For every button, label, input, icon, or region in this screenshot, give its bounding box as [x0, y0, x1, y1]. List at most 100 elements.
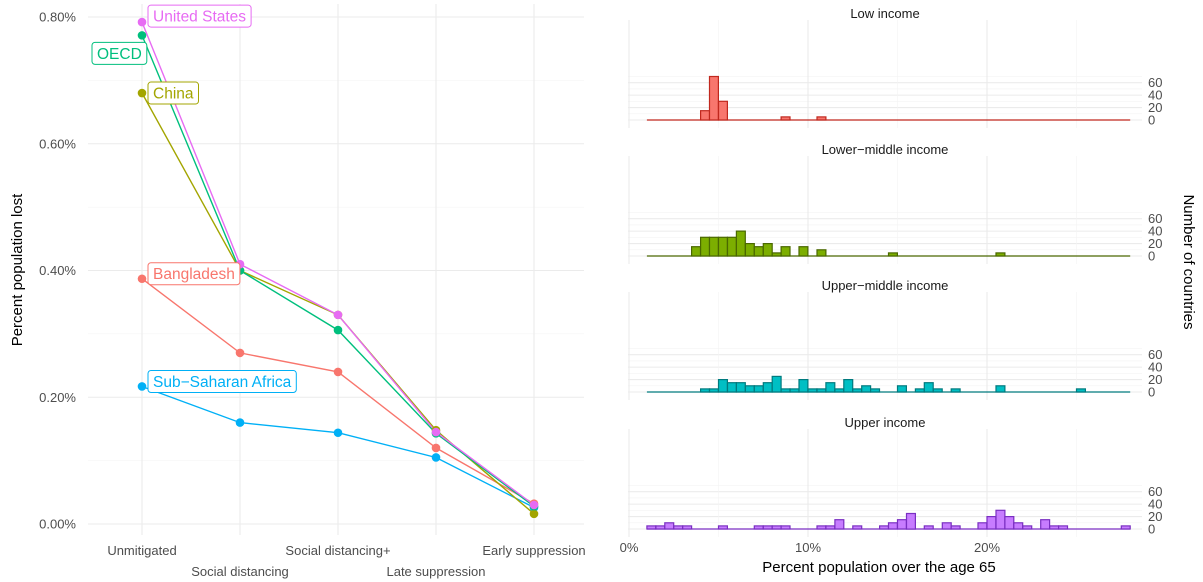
series-point-sub-saharan-africa — [432, 453, 441, 462]
histogram-y-axis-label: Number of countries — [1180, 194, 1197, 329]
facet-title: Lower−middle income — [822, 142, 949, 157]
histogram-bar — [781, 247, 790, 256]
histogram-bar — [772, 376, 781, 392]
histogram-bar — [710, 237, 719, 256]
series-point-bangladesh — [236, 349, 245, 358]
histogram-bar — [772, 253, 781, 256]
histogram-bar — [996, 386, 1005, 392]
histogram-bar — [728, 237, 737, 256]
histogram-bar — [763, 383, 772, 392]
histogram-x-tick-label: 0% — [620, 540, 639, 555]
direct-label-text: Sub−Saharan Africa — [153, 374, 292, 391]
histogram-bar — [701, 237, 710, 256]
histogram-x-tick-label: 20% — [974, 540, 1000, 555]
histogram-bar — [710, 77, 719, 121]
line-chart-y-tick-label: 0.60% — [39, 136, 76, 151]
histogram-bar — [826, 526, 835, 529]
direct-label-china: China — [148, 82, 199, 104]
facet-upper-income: Upper income0204060 — [628, 415, 1162, 537]
histogram-bar — [665, 523, 674, 529]
series-point-oecd — [138, 31, 147, 40]
histogram-bar — [880, 526, 889, 529]
histogram-bar — [790, 389, 799, 392]
histogram-bar — [754, 526, 763, 529]
series-point-bangladesh — [138, 274, 147, 283]
histogram-bar — [781, 389, 790, 392]
histogram-bar — [817, 250, 826, 256]
histogram-bar — [647, 526, 656, 529]
histogram-bar — [844, 380, 853, 392]
histogram-bar — [907, 514, 916, 530]
histogram-bar — [889, 523, 898, 529]
direct-label-text: China — [153, 86, 194, 103]
histogram-bar — [763, 244, 772, 256]
histogram-bar — [701, 111, 710, 120]
histogram-bar — [781, 526, 790, 529]
histogram-bar — [1059, 526, 1068, 529]
line-chart-x-ticks: UnmitigatedSocial distancingSocial dista… — [107, 543, 585, 579]
histogram-bar — [719, 237, 728, 256]
histogram-bar — [987, 517, 996, 529]
histogram-bar — [924, 383, 933, 392]
series-point-united-states — [432, 428, 441, 437]
histogram-bar — [799, 247, 808, 256]
series-point-bangladesh — [334, 368, 343, 377]
histogram-bar — [736, 383, 745, 392]
histogram-bar — [763, 526, 772, 529]
direct-label-sub-saharan-africa: Sub−Saharan Africa — [148, 370, 296, 392]
direct-label-bangladesh: Bangladesh — [148, 263, 240, 285]
facet-y-tick-label: 60 — [1148, 75, 1162, 90]
line-chart-y-tick-label: 0.20% — [39, 390, 76, 405]
histogram-bar — [772, 526, 781, 529]
line-chart-y-tick-label: 0.80% — [39, 10, 76, 25]
histogram-bar — [817, 117, 826, 120]
series-point-china — [530, 510, 539, 519]
histogram-bar — [1121, 526, 1130, 529]
histogram-bar — [817, 389, 826, 392]
direct-label-united-states: United States — [148, 5, 251, 27]
histogram-bar — [781, 117, 790, 120]
histogram-bar — [853, 389, 862, 392]
direct-label-text: OECD — [97, 46, 142, 63]
histogram-bar — [853, 526, 862, 529]
line-chart-x-tick-label: Social distancing — [191, 564, 289, 579]
line-chart-direct-labels: United States OECD China Bangladesh Sub−Saha… — [92, 5, 296, 392]
histogram-bar — [674, 526, 683, 529]
series-point-oecd — [334, 326, 343, 335]
histogram-bar — [754, 247, 763, 256]
histogram-bar — [898, 520, 907, 529]
histogram-bar — [728, 383, 737, 392]
series-point-united-states — [138, 18, 147, 27]
histogram-bar — [1041, 520, 1050, 529]
histogram-x-axis-label: Percent population over the age 65 — [762, 559, 996, 576]
histogram-bar — [799, 380, 808, 392]
histogram-bar — [719, 101, 728, 120]
line-chart-y-tick-label: 0.40% — [39, 263, 76, 278]
histogram-bar — [1014, 523, 1023, 529]
histogram-bar — [719, 380, 728, 392]
line-chart-x-tick-label: Early suppression — [482, 543, 585, 558]
histogram-bar — [898, 386, 907, 392]
histogram-bar — [924, 526, 933, 529]
histogram-bar — [889, 253, 898, 256]
histogram-bar — [710, 389, 719, 392]
series-point-bangladesh — [432, 444, 441, 453]
histogram-bar — [754, 386, 763, 392]
histogram-bar — [835, 389, 844, 392]
series-point-sub-saharan-africa — [236, 418, 245, 427]
line-chart-y-tick-label: 0.00% — [39, 517, 76, 532]
histogram-bar — [871, 389, 880, 392]
histogram-bar — [826, 383, 835, 392]
histogram-bar — [933, 389, 942, 392]
facet-low-income: Low income0204060 — [628, 6, 1162, 128]
direct-label-oecd: OECD — [92, 42, 147, 64]
direct-label-text: Bangladesh — [153, 266, 235, 283]
histogram-bar — [996, 253, 1005, 256]
histogram-x-ticks: 0% 10% 20% — [620, 540, 1001, 555]
histogram-bar — [701, 389, 710, 392]
histogram-bar — [915, 389, 924, 392]
histogram-bar — [745, 244, 754, 256]
facet-y-tick-label: 60 — [1148, 484, 1162, 499]
